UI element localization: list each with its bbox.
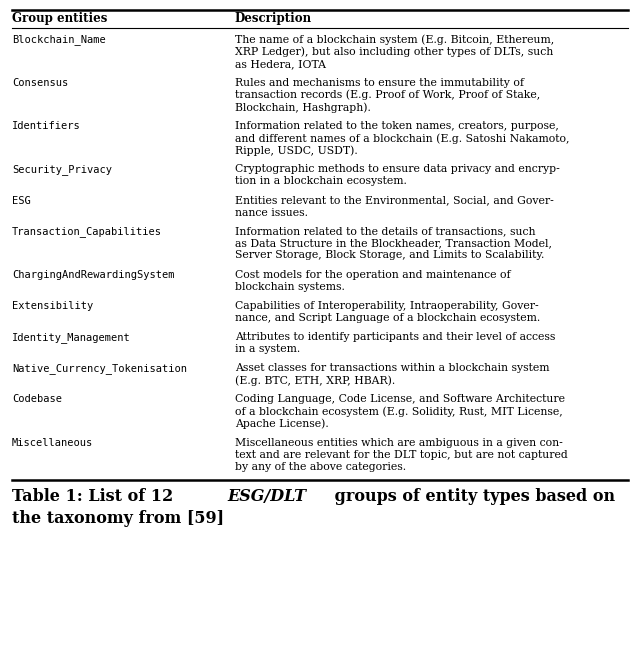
Text: Identifiers: Identifiers: [12, 121, 81, 131]
Text: Extensibility: Extensibility: [12, 301, 93, 311]
Text: Table 1: List of 12: Table 1: List of 12: [12, 488, 179, 505]
Text: Security_Privacy: Security_Privacy: [12, 164, 112, 176]
Text: Description: Description: [235, 12, 312, 25]
Text: The name of a blockchain system (E.g. Bitcoin, Ethereum,
XRP Ledger), but also i: The name of a blockchain system (E.g. Bi…: [235, 34, 554, 69]
Text: Miscellaneous entities which are ambiguous in a given con-
text and are relevant: Miscellaneous entities which are ambiguo…: [235, 438, 568, 472]
Text: Identity_Management: Identity_Management: [12, 332, 131, 343]
Text: Rules and mechanisms to ensure the immutability of
transaction records (E.g. Pro: Rules and mechanisms to ensure the immut…: [235, 77, 540, 113]
Text: ESG: ESG: [12, 195, 31, 206]
Text: ESG/DLT: ESG/DLT: [227, 488, 307, 505]
Text: Information related to the token names, creators, purpose,
and different names o: Information related to the token names, …: [235, 121, 569, 157]
Text: Asset classes for transactions within a blockchain system
(E.g. BTC, ETH, XRP, H: Asset classes for transactions within a …: [235, 363, 549, 386]
Text: Codebase: Codebase: [12, 394, 62, 404]
Text: Native_Currency_Tokenisation: Native_Currency_Tokenisation: [12, 363, 187, 374]
Text: Consensus: Consensus: [12, 77, 68, 88]
Text: Entities relevant to the Environmental, Social, and Gover-
nance issues.: Entities relevant to the Environmental, …: [235, 195, 554, 217]
Text: ChargingAndRewardingSystem: ChargingAndRewardingSystem: [12, 270, 175, 280]
Text: Group entities: Group entities: [12, 12, 108, 25]
Text: Coding Language, Code License, and Software Architecture
of a blockchain ecosyst: Coding Language, Code License, and Softw…: [235, 394, 564, 430]
Text: Information related to the details of transactions, such
as Data Structure in th: Information related to the details of tr…: [235, 227, 552, 261]
Text: Transaction_Capabilities: Transaction_Capabilities: [12, 227, 162, 237]
Text: groups of entity types based on: groups of entity types based on: [329, 488, 616, 505]
Text: Capabilities of Interoperability, Intraoperability, Gover-
nance, and Script Lan: Capabilities of Interoperability, Intrao…: [235, 301, 540, 323]
Text: Blockchain_Name: Blockchain_Name: [12, 34, 106, 45]
Text: Cryptographic methods to ensure data privacy and encryp-
tion in a blockchain ec: Cryptographic methods to ensure data pri…: [235, 164, 559, 187]
Text: Miscellaneous: Miscellaneous: [12, 438, 93, 447]
Text: Attributes to identify participants and their level of access
in a system.: Attributes to identify participants and …: [235, 332, 555, 354]
Text: the taxonomy from [59]: the taxonomy from [59]: [12, 510, 224, 527]
Text: Cost models for the operation and maintenance of
blockchain systems.: Cost models for the operation and mainte…: [235, 270, 510, 292]
